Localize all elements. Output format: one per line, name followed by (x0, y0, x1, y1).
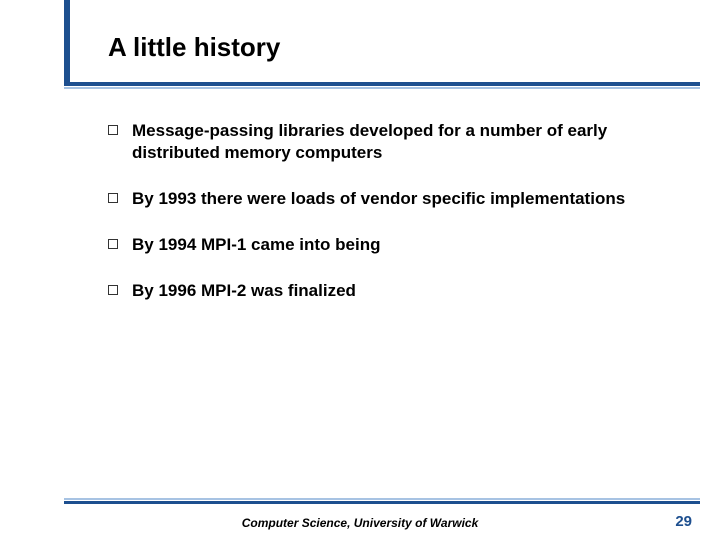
slide: A little history Message-passing librari… (0, 0, 720, 540)
list-item: By 1994 MPI-1 came into being (108, 234, 680, 256)
list-item: By 1993 there were loads of vendor speci… (108, 188, 680, 210)
divider-light (64, 498, 700, 500)
title-accent-bar (64, 0, 70, 86)
bullet-list: Message-passing libraries developed for … (108, 120, 680, 326)
divider-dark (64, 82, 700, 86)
bullet-text: By 1996 MPI-2 was finalized (132, 280, 356, 302)
divider-light (64, 87, 700, 89)
square-bullet-icon (108, 193, 118, 203)
divider-dark (64, 501, 700, 504)
square-bullet-icon (108, 125, 118, 135)
list-item: By 1996 MPI-2 was finalized (108, 280, 680, 302)
square-bullet-icon (108, 239, 118, 249)
bullet-text: By 1994 MPI-1 came into being (132, 234, 380, 256)
square-bullet-icon (108, 285, 118, 295)
list-item: Message-passing libraries developed for … (108, 120, 680, 164)
footer-text: Computer Science, University of Warwick (0, 516, 720, 530)
title-divider (64, 82, 700, 90)
footer-divider (64, 498, 700, 504)
page-number: 29 (675, 513, 692, 530)
bullet-text: Message-passing libraries developed for … (132, 120, 680, 164)
bullet-text: By 1993 there were loads of vendor speci… (132, 188, 625, 210)
slide-title: A little history (108, 32, 280, 63)
